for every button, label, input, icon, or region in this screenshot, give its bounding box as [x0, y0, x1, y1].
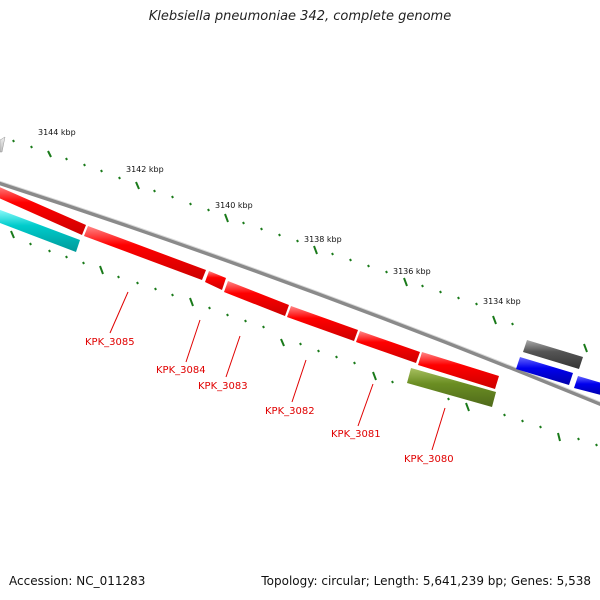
inner-tick-ring: [10, 230, 598, 447]
callout-line: [431, 407, 446, 451]
gene-block-blue[interactable]: [574, 376, 600, 396]
page-title: Klebsiella pneumoniae 342, complete geno…: [148, 9, 452, 24]
callout-lines: [109, 291, 446, 451]
gene-block-olive[interactable]: [407, 368, 496, 407]
gene-block-red[interactable]: [418, 352, 499, 389]
genome-backbone: [0, 181, 600, 407]
gene-block-gray[interactable]: [523, 340, 583, 369]
gene-block-cyan[interactable]: [0, 208, 80, 252]
callout-line: [109, 291, 129, 334]
callout-line: [185, 319, 201, 363]
gene-label-kpk-3082[interactable]: KPK_3082: [265, 406, 315, 417]
outer-tick-ring: [12, 139, 588, 353]
accession-text: Accession: NC_011283: [9, 574, 146, 588]
gene-block-blue[interactable]: [516, 357, 573, 385]
gene-block-red[interactable]: [287, 306, 358, 341]
genome-summary-text: Topology: circular; Length: 5,641,239 bp…: [261, 574, 591, 588]
gene-block-red[interactable]: [356, 331, 420, 363]
callout-line: [291, 359, 307, 403]
callout-line: [357, 383, 374, 427]
tick-label: 3144 kbp: [38, 128, 76, 137]
gene-label-kpk-3083[interactable]: KPK_3083: [198, 381, 248, 392]
gene-block-gray[interactable]: [0, 136, 6, 153]
tick-label: 3134 kbp: [483, 297, 521, 306]
tick-label: 3136 kbp: [393, 267, 431, 276]
other-genes: [0, 208, 600, 407]
tick-labels: 3144 kbp 3142 kbp 3140 kbp 3138 kbp 3136…: [38, 128, 521, 306]
gene-label-kpk-3085[interactable]: KPK_3085: [85, 337, 135, 348]
tick-label: 3140 kbp: [215, 201, 253, 210]
gene-block-red[interactable]: [0, 185, 86, 235]
gene-label-kpk-3081[interactable]: KPK_3081: [331, 429, 381, 440]
tick-label: 3142 kbp: [126, 165, 164, 174]
highlighted-genes: [0, 185, 499, 389]
callout-line: [225, 335, 241, 378]
tick-label: 3138 kbp: [304, 235, 342, 244]
gene-label-kpk-3080[interactable]: KPK_3080: [404, 454, 454, 465]
gene-block-red[interactable]: [84, 226, 206, 280]
gene-block-red[interactable]: [224, 281, 289, 316]
gene-label-kpk-3084[interactable]: KPK_3084: [156, 365, 206, 376]
gene-block-red[interactable]: [205, 271, 226, 290]
gene-labels: KPK_3085 KPK_3084 KPK_3083 KPK_3082 KPK_…: [85, 337, 454, 465]
